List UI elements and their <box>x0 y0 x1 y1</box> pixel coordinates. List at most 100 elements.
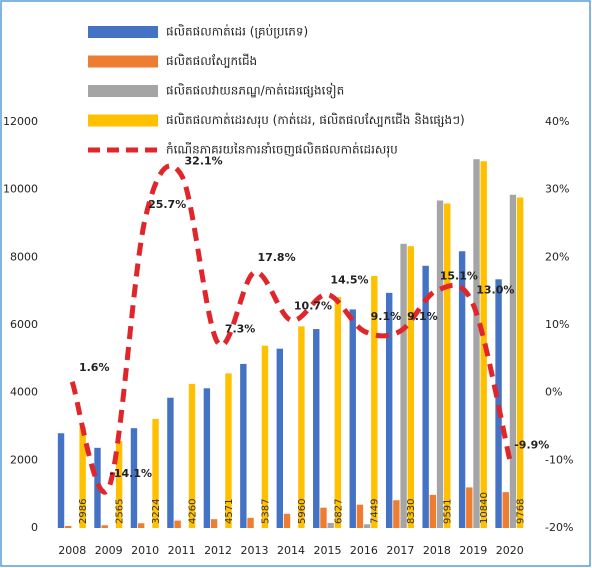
bar <box>261 345 269 528</box>
bar <box>313 329 320 528</box>
growth-label: 1.6% <box>79 361 110 374</box>
bar <box>444 203 451 528</box>
value-label: 7449 <box>370 499 381 524</box>
y-tick-label: 4000 <box>10 386 38 399</box>
bar <box>509 194 517 528</box>
bar <box>334 297 342 528</box>
bar <box>363 524 371 528</box>
bar <box>152 418 159 528</box>
x-tick-label: 2014 <box>277 544 305 557</box>
bar <box>137 523 145 528</box>
bar <box>115 441 123 528</box>
legend-label: ផលិតផលកាត់ដេរ (គ្រប់ប្រភេទ) <box>166 24 308 39</box>
bar <box>203 388 211 528</box>
y2-tick-label: 0% <box>545 386 562 399</box>
x-tick-label: 2015 <box>313 544 341 557</box>
y-tick-label: 12000 <box>3 115 38 128</box>
x-tick-label: 2013 <box>241 544 269 557</box>
bar <box>436 200 444 528</box>
y2-tick-label: -10% <box>545 453 573 466</box>
growth-label: 15.1% <box>440 269 478 282</box>
bar <box>495 279 502 528</box>
growth-label: 9.1% <box>371 310 402 323</box>
bar <box>473 159 480 528</box>
growth-label: 32.1% <box>185 154 223 167</box>
legend-label: កំណើនភាគរយនៃការនាំចេញផលិតផលកាត់ដេរសរុប <box>166 142 398 158</box>
bar <box>422 265 429 528</box>
legend-label: ផលិតផលស្បែកជើង <box>166 53 257 68</box>
growth-line <box>69 163 513 495</box>
value-label: 2986 <box>78 499 89 524</box>
bar <box>320 507 327 528</box>
bar <box>356 504 364 528</box>
x-tick-label: 2020 <box>496 544 524 557</box>
value-label: 4571 <box>224 499 235 524</box>
y2-tick-label: 10% <box>545 318 569 331</box>
bar <box>247 517 254 528</box>
value-label: 5960 <box>297 499 308 524</box>
value-label: 5387 <box>260 499 271 524</box>
bar <box>327 522 334 528</box>
x-tick-label: 2011 <box>168 544 196 557</box>
bar <box>502 492 509 528</box>
value-label: 6827 <box>333 499 344 524</box>
bar <box>298 326 305 528</box>
y-tick-label: 0 <box>31 521 38 534</box>
growth-label: 17.8% <box>257 251 295 264</box>
legend-swatch <box>88 114 158 127</box>
bar <box>276 348 283 528</box>
growth-label: -14.1% <box>109 467 152 480</box>
legend-label: ផលិតផលវាយនភណ្ឌ/កាត់ដេរផ្សេងទៀត <box>166 83 344 99</box>
bar <box>407 246 414 528</box>
bar <box>130 428 138 528</box>
x-tick-label: 2017 <box>386 544 414 557</box>
y2-tick-label: -20% <box>545 521 573 534</box>
x-tick-label: 2018 <box>423 544 451 557</box>
value-label: 9768 <box>516 499 527 524</box>
bar <box>429 494 437 528</box>
legend-swatch <box>88 85 158 97</box>
bar <box>167 397 174 528</box>
bar <box>225 373 232 528</box>
bar <box>393 500 400 528</box>
y-tick-label: 6000 <box>10 318 38 331</box>
growth-label: 25.7% <box>148 198 186 211</box>
x-tick-label: 2016 <box>350 544 378 557</box>
bar <box>65 525 72 528</box>
value-label: 10840 <box>479 492 490 524</box>
growth-label: -9.9% <box>514 439 549 452</box>
bar <box>79 426 86 528</box>
bar <box>57 433 65 528</box>
bar <box>371 275 378 528</box>
value-label: 2565 <box>114 499 125 524</box>
bar <box>283 513 291 528</box>
bar <box>516 197 524 529</box>
value-label: 3224 <box>151 499 162 524</box>
bar <box>349 309 356 528</box>
bar <box>188 383 196 528</box>
bar <box>400 243 407 529</box>
value-label: 8330 <box>406 499 417 524</box>
bar <box>240 363 247 528</box>
growth-label: 9.1% <box>407 310 438 323</box>
growth-label: 13.0% <box>476 284 514 297</box>
bar <box>101 525 108 528</box>
x-tick-label: 2012 <box>204 544 232 557</box>
y2-tick-label: 30% <box>545 183 569 196</box>
x-tick-label: 2010 <box>131 544 159 557</box>
y2-tick-label: 40% <box>545 115 569 128</box>
y-tick-label: 2000 <box>10 453 38 466</box>
y-tick-label: 8000 <box>10 250 38 263</box>
bar <box>174 520 181 528</box>
growth-label: 10.7% <box>294 299 332 312</box>
growth-label: 7.3% <box>225 322 256 335</box>
legend-swatch <box>88 26 158 38</box>
value-label: 9591 <box>443 499 454 524</box>
legend-label: ផលិតផលកាត់ដេរសរុប (កាត់ដេរ, ផលិតផលស្បែកជ… <box>166 112 465 128</box>
value-label: 4260 <box>187 499 198 524</box>
bar <box>385 292 393 528</box>
bar <box>458 251 466 528</box>
